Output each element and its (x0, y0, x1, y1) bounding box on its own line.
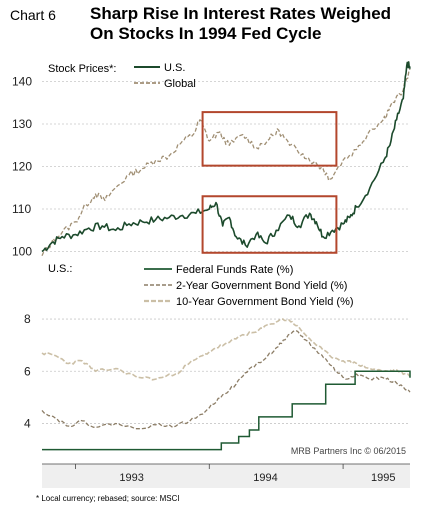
y-tick-label: 8 (24, 312, 31, 326)
y-tick-label: 130 (12, 117, 32, 131)
x-tick-label: 1993 (119, 472, 143, 484)
x-tick-label: 1994 (253, 472, 277, 484)
footnote: * Local currency; rebased; source: MSCI (36, 494, 180, 503)
chart-number: Chart 6 (10, 7, 56, 23)
y-tick-label: 6 (24, 364, 31, 378)
x-axis-band (42, 464, 410, 488)
highlight-box (201, 111, 338, 167)
y-tick-label: 140 (12, 75, 32, 89)
legend-prefix: Stock Prices*: (48, 63, 116, 75)
legend-prefix: U.S.: (48, 263, 72, 275)
series-line-u-s- (41, 61, 411, 253)
stock-price-panel: 100 110 120 130 140 Stock Prices*: U.S. Global (12, 61, 411, 259)
legend-label: Global (164, 78, 196, 90)
y-tick-label: 110 (12, 202, 31, 216)
y-tick-label: 120 (12, 160, 32, 174)
series-line-fed-funds (42, 370, 411, 451)
chart-title-line-1: Sharp Rise In Interest Rates Weighed (90, 4, 392, 23)
series-line-global (41, 68, 411, 257)
legend-label: U.S. (164, 62, 185, 74)
interest-rate-panel: 4 6 8 U.S.: Federal Funds Rate (%) 2-Year Gov… (24, 263, 411, 456)
chart-title: Sharp Rise In Interest Rates Weighed On … (90, 4, 391, 44)
y-tick-label: 100 (12, 245, 32, 259)
chart-title-line-2: On Stocks In 1994 Fed Cycle (90, 24, 322, 43)
legend-label: 10-Year Government Bond Yield (%) (176, 296, 354, 308)
x-tick-label: 1995 (371, 472, 395, 484)
title-block: Chart 6 Sharp Rise In Interest Rates Wei… (0, 0, 421, 54)
series-line-10y-yield (41, 318, 411, 381)
y-tick-label: 4 (24, 416, 31, 430)
legend-label: 2-Year Government Bond Yield (%) (176, 280, 347, 292)
highlight-box (201, 195, 338, 254)
x-axis: 1993 1994 1995 (42, 463, 410, 488)
source-note: MRB Partners Inc © 06/2015 (291, 446, 406, 456)
series-line-2y-yield (41, 330, 411, 430)
legend-label: Federal Funds Rate (%) (176, 264, 293, 276)
